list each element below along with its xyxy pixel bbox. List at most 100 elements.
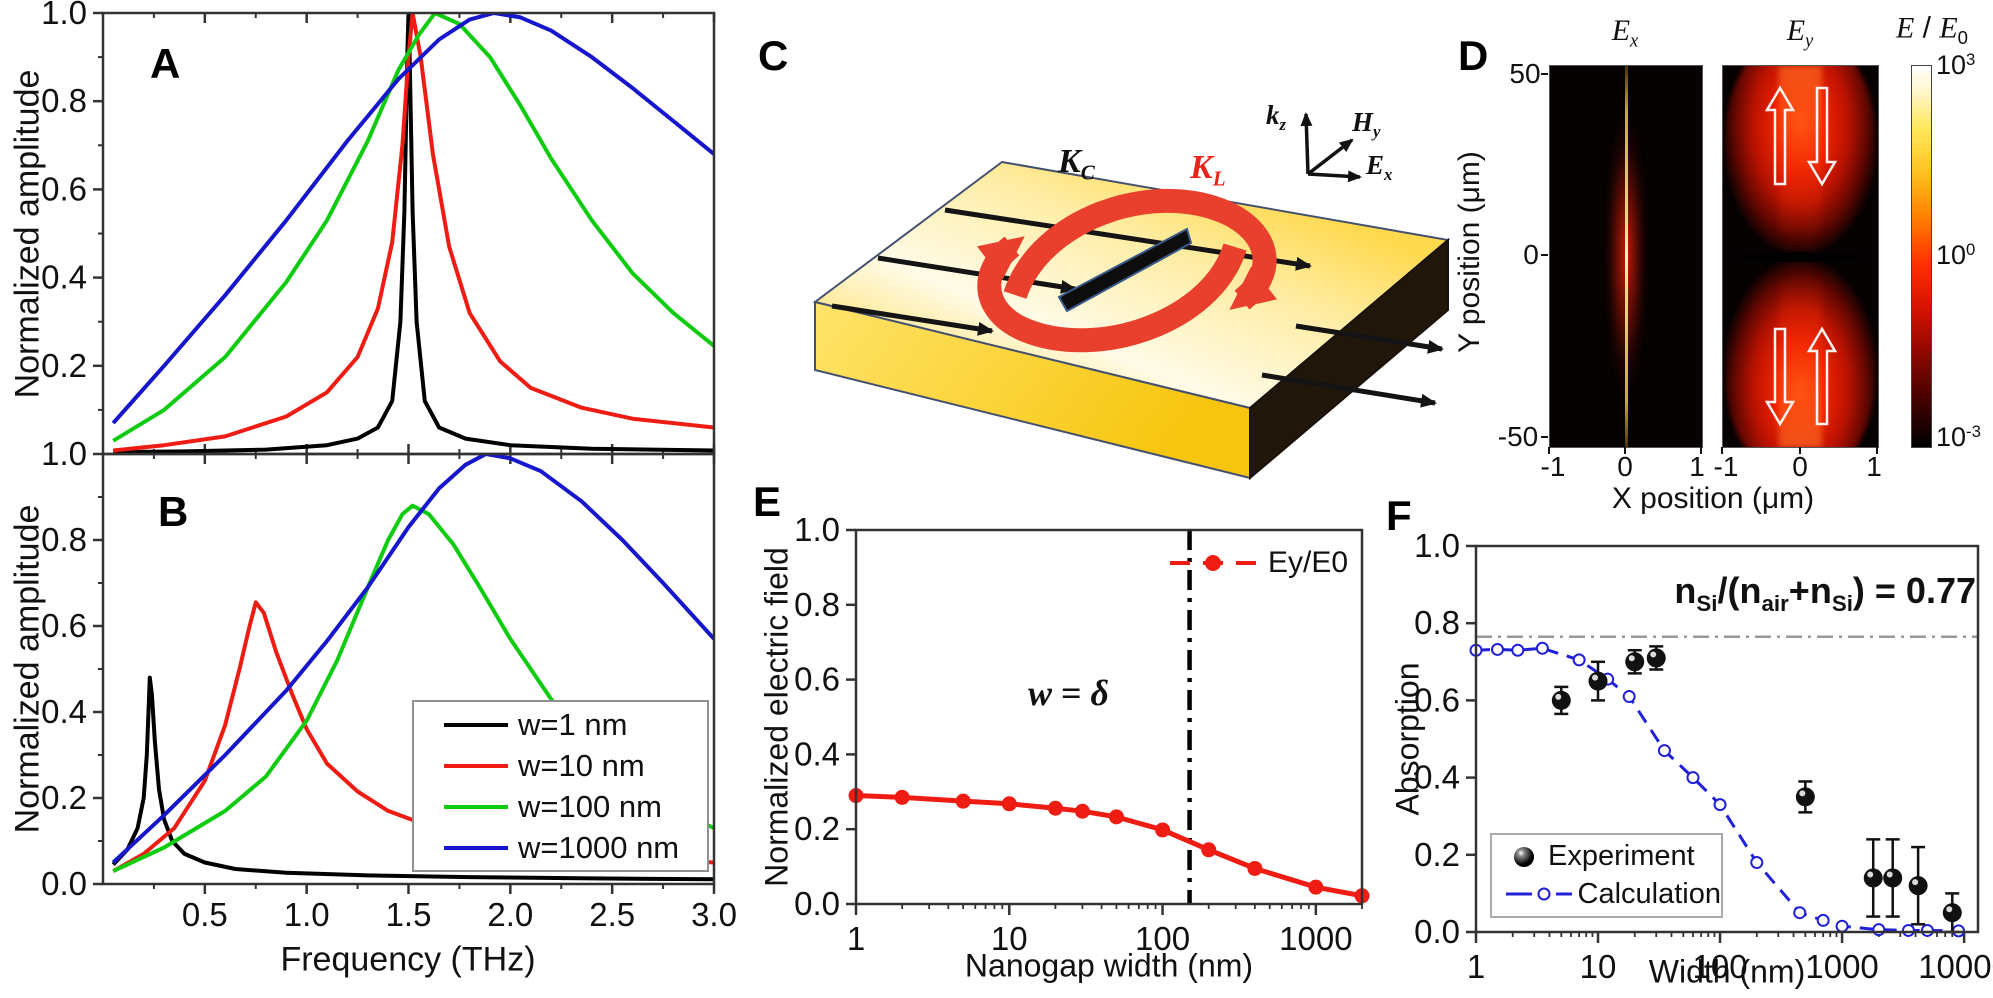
- legend-item-w10: w=10 nm: [444, 748, 707, 784]
- ex-axis-label: Ex: [1366, 150, 1393, 184]
- svg-text:1.0: 1.0: [794, 511, 840, 548]
- d-ytick-neg50: -50: [1497, 421, 1539, 452]
- svg-text:1: 1: [847, 920, 865, 957]
- svg-text:1.0: 1.0: [41, 0, 87, 31]
- legend-item-experiment: Experiment: [1506, 840, 1721, 873]
- kz-axis-label: kz: [1266, 100, 1287, 134]
- panel-e-xlabel: Nanogap width (nm): [964, 947, 1254, 984]
- svg-text:3.0: 3.0: [691, 896, 737, 933]
- d-ytick-0: 0: [1523, 239, 1539, 270]
- legend-label-w100: w=100 nm: [518, 788, 662, 824]
- svg-text:1.0: 1.0: [284, 896, 330, 933]
- d-axis-tick: [1799, 447, 1801, 454]
- svg-text:0.2: 0.2: [1414, 836, 1460, 873]
- cbar-tick-mid: 100: [1936, 240, 1976, 271]
- panel-e-legend: Ey/E0: [1168, 546, 1348, 580]
- svg-text:0.2: 0.2: [41, 347, 87, 384]
- panel-a-plot: 1.0 0.8 0.6 0.4 0.2: [41, 0, 716, 454]
- svg-text:0.0: 0.0: [794, 885, 840, 922]
- svg-text:1: 1: [1467, 948, 1485, 985]
- legend-swatch-w10: [444, 763, 508, 768]
- panel-c-letter: C: [758, 32, 789, 79]
- svg-text:0.6: 0.6: [794, 661, 840, 698]
- d-xtick-0-a: 0: [1617, 451, 1633, 482]
- svg-text:0.4: 0.4: [1414, 759, 1460, 796]
- legend-label-calculation: Calculation: [1577, 877, 1721, 910]
- kl-label: KL: [1190, 149, 1226, 191]
- svg-text:1000: 1000: [1279, 920, 1352, 957]
- coordinate-triad: [1300, 112, 1362, 183]
- panel-e-annotation: w = δ: [1028, 673, 1109, 713]
- curve-Ey-E0: [855, 793, 1363, 899]
- curve-w-100-nm: [112, 13, 714, 443]
- panel-f-xlabel: Width (nm): [1648, 953, 1806, 990]
- experiment-marker-icon: [1514, 846, 1534, 867]
- d-xtick-m1-a: -1: [1540, 451, 1566, 482]
- panel-d-letter: D: [1458, 32, 1489, 79]
- d-xtick-0-b: 0: [1792, 451, 1808, 482]
- svg-text:0.8: 0.8: [794, 586, 840, 623]
- d-axis-tick: [1721, 447, 1723, 454]
- legend-item-w1000: w=1000 nm: [444, 830, 707, 866]
- panel-e-letter: E: [753, 478, 782, 525]
- curve-w-10-nm: [112, 13, 714, 453]
- d-ytick-50: 50: [1509, 58, 1541, 89]
- panel-f-annotation: nSi/(nair+nSi) = 0.77: [1674, 570, 1976, 616]
- legend-item-w100: w=100 nm: [444, 789, 707, 825]
- svg-text:0.4: 0.4: [41, 693, 87, 730]
- nanogap-slit: [1057, 227, 1193, 313]
- legend-e-symbol: [1170, 555, 1256, 571]
- svg-text:2.0: 2.0: [487, 896, 533, 933]
- curve-w-1-nm: [113, 13, 714, 454]
- svg-text:0.4: 0.4: [794, 735, 840, 772]
- svg-text:100: 100: [1693, 948, 1748, 985]
- curve-w-1000-nm: [111, 13, 714, 425]
- cbar-tick-bottom: 10-3: [1936, 422, 1981, 453]
- ey-map-title: Ey: [1786, 13, 1814, 52]
- svg-text:0.0: 0.0: [41, 865, 87, 902]
- panel-b-legend: w=1 nm w=10 nm w=100 nm w=1000 nm: [412, 700, 709, 872]
- svg-text:0.5: 0.5: [182, 896, 228, 933]
- legend-item-calculation: Calculation: [1506, 878, 1721, 911]
- svg-text:10: 10: [1580, 948, 1617, 985]
- d-axis-tick: [1876, 447, 1878, 454]
- d-axis-tick: [1541, 254, 1548, 256]
- ex-field-map: [1549, 65, 1703, 448]
- kc-label: KC: [1058, 143, 1095, 185]
- legend-label-w1000: w=1000 nm: [518, 829, 680, 865]
- colorbar: [1911, 65, 1932, 448]
- surface-current-arrows: [831, 207, 1444, 408]
- svg-text:0.4: 0.4: [41, 259, 87, 296]
- legend-swatch-w1000: [444, 845, 508, 850]
- ey-gap-pinch: [1723, 251, 1878, 262]
- svg-text:1.5: 1.5: [386, 896, 432, 933]
- legend-e-label: Ey/E0: [1268, 546, 1349, 579]
- d-axis-tick: [1700, 447, 1702, 454]
- calculation-marker-icon: [1506, 887, 1572, 901]
- svg-text:1.0: 1.0: [1414, 527, 1460, 564]
- svg-text:0.2: 0.2: [794, 810, 840, 847]
- svg-text:1000: 1000: [1805, 948, 1878, 985]
- svg-text:0.8: 0.8: [41, 521, 87, 558]
- panel-d-ylabel: Y position (μm): [1453, 151, 1486, 353]
- panel-b-ylabel: Normalized amplitude: [8, 504, 47, 834]
- svg-text:0.2: 0.2: [41, 779, 87, 816]
- d-axis-tick: [1624, 447, 1626, 454]
- legend-item-w1: w=1 nm: [444, 707, 707, 743]
- panel-b-letter: B: [158, 488, 189, 535]
- svg-text:0.0: 0.0: [1414, 913, 1460, 950]
- panel-e-plot: 1.0 0.8 0.6 0.4 0.2 0.01 10 100 1000: [794, 511, 1370, 957]
- panel-f-plot: 1.0 0.8 0.6 0.4 0.2 0.01 10 100 1000 10000: [1414, 527, 1993, 985]
- d-xtick-1-b: 1: [1866, 451, 1882, 482]
- d-axis-tick: [1541, 73, 1548, 75]
- svg-text:2.5: 2.5: [589, 896, 635, 933]
- loop-current-arrows: [977, 188, 1277, 353]
- d-xtick-1-a: 1: [1689, 451, 1705, 482]
- gold-slab-side-face: [1249, 237, 1449, 481]
- svg-text:0.6: 0.6: [41, 170, 87, 207]
- d-xtick-m1-b: -1: [1713, 451, 1739, 482]
- svg-text:0.8: 0.8: [1414, 604, 1460, 641]
- ex-field-gap-line: [1624, 66, 1628, 447]
- panel-e-ylabel: Normalized electric field: [758, 547, 795, 887]
